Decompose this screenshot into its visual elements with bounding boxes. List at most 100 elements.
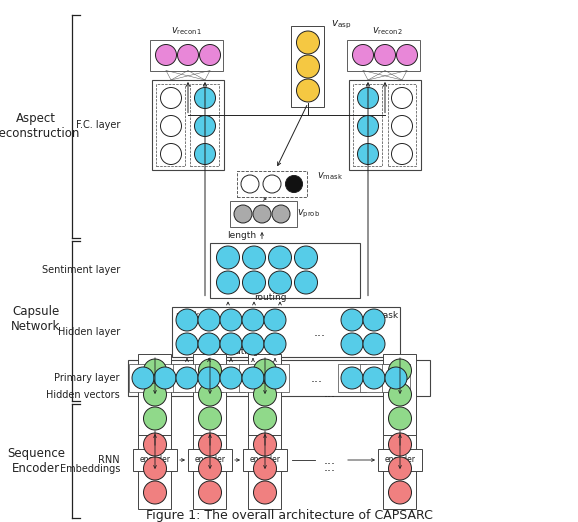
Circle shape — [195, 144, 216, 164]
Circle shape — [242, 367, 264, 389]
Bar — [291, 26, 324, 107]
Circle shape — [154, 367, 176, 389]
Bar — [151, 364, 179, 392]
Text: mask: mask — [374, 311, 398, 320]
Text: ...: ... — [314, 326, 326, 338]
Circle shape — [272, 205, 290, 223]
Circle shape — [264, 333, 286, 355]
Text: Embeddings: Embeddings — [60, 464, 120, 473]
Bar — [243, 449, 287, 471]
Circle shape — [234, 205, 252, 223]
Text: encoder: encoder — [195, 456, 225, 465]
Bar — [194, 428, 227, 509]
Bar — [378, 449, 422, 471]
Circle shape — [198, 383, 221, 406]
Circle shape — [286, 175, 302, 193]
Circle shape — [242, 309, 264, 331]
Circle shape — [176, 309, 198, 331]
Circle shape — [341, 333, 363, 355]
Bar — [194, 354, 227, 435]
Bar — [383, 354, 417, 435]
Bar — [195, 364, 223, 392]
Text: ...: ... — [324, 454, 336, 467]
Circle shape — [242, 333, 264, 355]
Circle shape — [391, 115, 413, 136]
Circle shape — [388, 359, 412, 382]
Circle shape — [375, 44, 395, 65]
Circle shape — [161, 144, 181, 164]
Text: F.C. layer: F.C. layer — [76, 120, 120, 130]
Circle shape — [176, 367, 198, 389]
Bar — [157, 84, 186, 166]
Circle shape — [388, 457, 412, 480]
Circle shape — [241, 175, 259, 193]
Bar — [188, 449, 232, 471]
Circle shape — [161, 88, 181, 109]
Circle shape — [143, 383, 166, 406]
Circle shape — [391, 88, 413, 109]
Circle shape — [217, 271, 239, 294]
Bar — [249, 428, 281, 509]
Circle shape — [132, 367, 154, 389]
Circle shape — [295, 271, 317, 294]
Circle shape — [269, 246, 291, 269]
Text: Aspect
Reconstruction: Aspect Reconstruction — [0, 112, 80, 140]
Circle shape — [198, 433, 221, 456]
Circle shape — [217, 246, 239, 269]
Circle shape — [341, 309, 363, 331]
Circle shape — [143, 481, 166, 504]
Circle shape — [253, 205, 271, 223]
Circle shape — [397, 44, 417, 65]
Circle shape — [220, 333, 242, 355]
Text: $v_{\rm recon2}$: $v_{\rm recon2}$ — [372, 26, 402, 38]
Bar — [387, 84, 417, 166]
Circle shape — [220, 367, 242, 389]
Bar — [173, 364, 201, 392]
Bar — [230, 201, 297, 227]
Circle shape — [297, 31, 320, 54]
Circle shape — [143, 407, 166, 430]
Text: RNN: RNN — [98, 455, 120, 465]
Bar — [172, 307, 400, 357]
Text: encoder: encoder — [250, 456, 280, 465]
Circle shape — [143, 433, 166, 456]
Text: routing: routing — [254, 292, 286, 302]
Circle shape — [198, 309, 220, 331]
Circle shape — [198, 367, 220, 389]
Bar — [152, 80, 224, 170]
Circle shape — [385, 367, 407, 389]
Circle shape — [363, 309, 385, 331]
Bar — [239, 364, 267, 392]
Text: Figure 1: The overall architecture of CAPSARC: Figure 1: The overall architecture of CA… — [146, 509, 432, 522]
Text: $v_{\rm recon1}$: $v_{\rm recon1}$ — [171, 26, 201, 38]
Circle shape — [195, 88, 216, 109]
Bar — [217, 364, 245, 392]
Circle shape — [297, 55, 320, 78]
Bar — [139, 428, 172, 509]
Bar — [338, 364, 366, 392]
Text: ...: ... — [324, 461, 336, 474]
Circle shape — [143, 359, 166, 382]
Circle shape — [297, 79, 320, 102]
Text: Hidden layer: Hidden layer — [58, 327, 120, 337]
Text: $v_{\rm prob}$: $v_{\rm prob}$ — [297, 208, 320, 220]
Text: Capsule
Network: Capsule Network — [12, 305, 61, 333]
Circle shape — [254, 457, 276, 480]
Circle shape — [295, 246, 317, 269]
Circle shape — [254, 407, 276, 430]
Circle shape — [264, 367, 286, 389]
Circle shape — [254, 433, 276, 456]
Circle shape — [388, 407, 412, 430]
Circle shape — [363, 367, 385, 389]
Text: Sentiment layer: Sentiment layer — [42, 265, 120, 275]
Text: Sequence
Encoder: Sequence Encoder — [7, 447, 65, 475]
Circle shape — [199, 44, 220, 65]
Bar — [383, 428, 417, 509]
Circle shape — [353, 44, 373, 65]
Circle shape — [358, 144, 379, 164]
Bar — [249, 354, 281, 435]
Circle shape — [243, 246, 265, 269]
Circle shape — [177, 44, 198, 65]
Text: length: length — [227, 231, 257, 240]
Bar — [261, 364, 289, 392]
